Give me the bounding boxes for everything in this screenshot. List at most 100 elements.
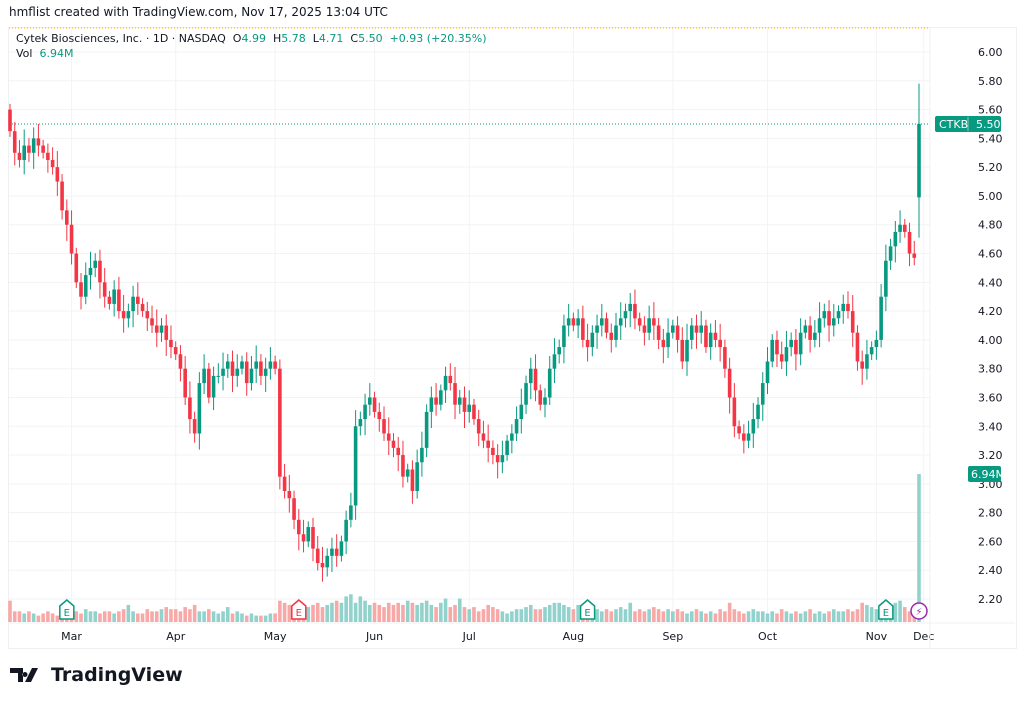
volume-bar	[41, 613, 45, 622]
candle-body	[396, 447, 401, 456]
candle-body	[704, 325, 708, 348]
price-tick-label: 3.80	[978, 363, 1003, 376]
volume-bar	[320, 607, 325, 622]
candle-body	[879, 296, 883, 340]
volume-bar	[633, 611, 637, 622]
candle-body	[107, 296, 112, 304]
candle-body	[429, 397, 434, 412]
price-tick-label: 5.20	[978, 161, 1003, 174]
candle-body	[552, 354, 557, 369]
volume-bar	[136, 613, 140, 622]
candle-body	[775, 339, 779, 355]
candle-body	[723, 347, 727, 369]
volume-bar	[439, 602, 443, 622]
candle-body	[178, 354, 183, 369]
volume-bar	[571, 609, 576, 622]
volume-bar	[742, 613, 746, 622]
volume-bar	[557, 602, 561, 622]
candle-body	[121, 311, 126, 319]
price-tick-label: 3.60	[978, 391, 1003, 404]
candle-body	[614, 325, 618, 340]
candle-body	[746, 433, 751, 441]
month-tick-label: Dec	[913, 630, 934, 643]
candle-body	[841, 303, 846, 312]
candle-body	[813, 332, 817, 340]
candle-body	[315, 548, 320, 564]
volume-bar	[543, 607, 547, 622]
price-tick-label: 5.60	[978, 104, 1003, 117]
price-tick-label: 5.80	[978, 75, 1003, 88]
volume-bar	[211, 611, 216, 622]
candle-body	[457, 397, 462, 405]
dividend-marker-label: ⚡	[915, 607, 922, 618]
volume-bar	[723, 611, 727, 622]
candle-body	[339, 541, 344, 556]
volume-bar	[794, 611, 798, 622]
volume-bar	[907, 611, 912, 622]
volume-bar	[386, 602, 391, 622]
volume-bar	[822, 613, 827, 622]
candle-body	[225, 361, 230, 369]
candle-body	[358, 419, 363, 427]
candle-body	[694, 325, 699, 333]
candle-body	[727, 368, 732, 398]
candle-body	[150, 318, 154, 326]
volume-bar	[306, 607, 311, 622]
volume-value: 6.94M	[39, 47, 74, 60]
candle-body	[278, 368, 282, 477]
candle-body	[287, 491, 292, 499]
tradingview-logo[interactable]: TradingView	[10, 664, 183, 686]
volume-bar	[756, 611, 760, 622]
candle-body	[647, 318, 651, 333]
price-tick-label: 3.20	[978, 449, 1003, 462]
candle-body	[140, 303, 145, 312]
volume-bar	[898, 600, 902, 622]
candle-body	[8, 109, 12, 132]
candle-body	[846, 303, 850, 312]
volume-bar	[481, 609, 486, 622]
volume-bar	[278, 600, 282, 622]
volume-bar	[259, 615, 263, 622]
volume-bar	[410, 602, 415, 622]
volume-bar	[803, 611, 808, 622]
candle-body	[164, 325, 169, 340]
candle-body	[207, 368, 211, 398]
volume-bar	[102, 611, 107, 622]
volume-bar	[159, 609, 164, 622]
candle-body	[855, 332, 860, 362]
volume-bar	[287, 604, 292, 622]
volume-bar	[775, 613, 779, 622]
price-tick-label: 4.80	[978, 219, 1003, 232]
volume-bar	[391, 604, 396, 622]
candle-body	[524, 383, 528, 405]
candle-body	[547, 368, 552, 398]
candle-body	[249, 368, 254, 384]
volume-bar	[495, 609, 500, 622]
price-tick-label: 2.20	[978, 593, 1003, 606]
volume-bar	[519, 609, 524, 622]
candle-body	[410, 469, 415, 492]
candle-body	[159, 325, 164, 333]
candle-body	[188, 397, 192, 420]
volume-bar	[708, 611, 713, 622]
volume-bar	[604, 609, 609, 622]
volume-bar	[126, 604, 131, 622]
volume-bar	[798, 613, 803, 622]
volume-bar	[491, 607, 495, 622]
volume-bar	[415, 604, 419, 622]
candle-body	[893, 231, 898, 247]
candle-body	[907, 231, 912, 254]
candle-body	[405, 469, 410, 477]
candle-body	[756, 404, 760, 420]
candle-body	[240, 361, 244, 369]
candle-body	[599, 318, 604, 326]
volume-bar	[713, 613, 718, 622]
candle-body	[689, 325, 694, 340]
volume-bar	[315, 602, 320, 622]
candle-body	[443, 375, 448, 391]
candle-body	[822, 311, 827, 319]
volume-bar	[850, 611, 855, 622]
earnings-marker-label: E	[883, 608, 889, 619]
volume-bar	[514, 609, 519, 622]
